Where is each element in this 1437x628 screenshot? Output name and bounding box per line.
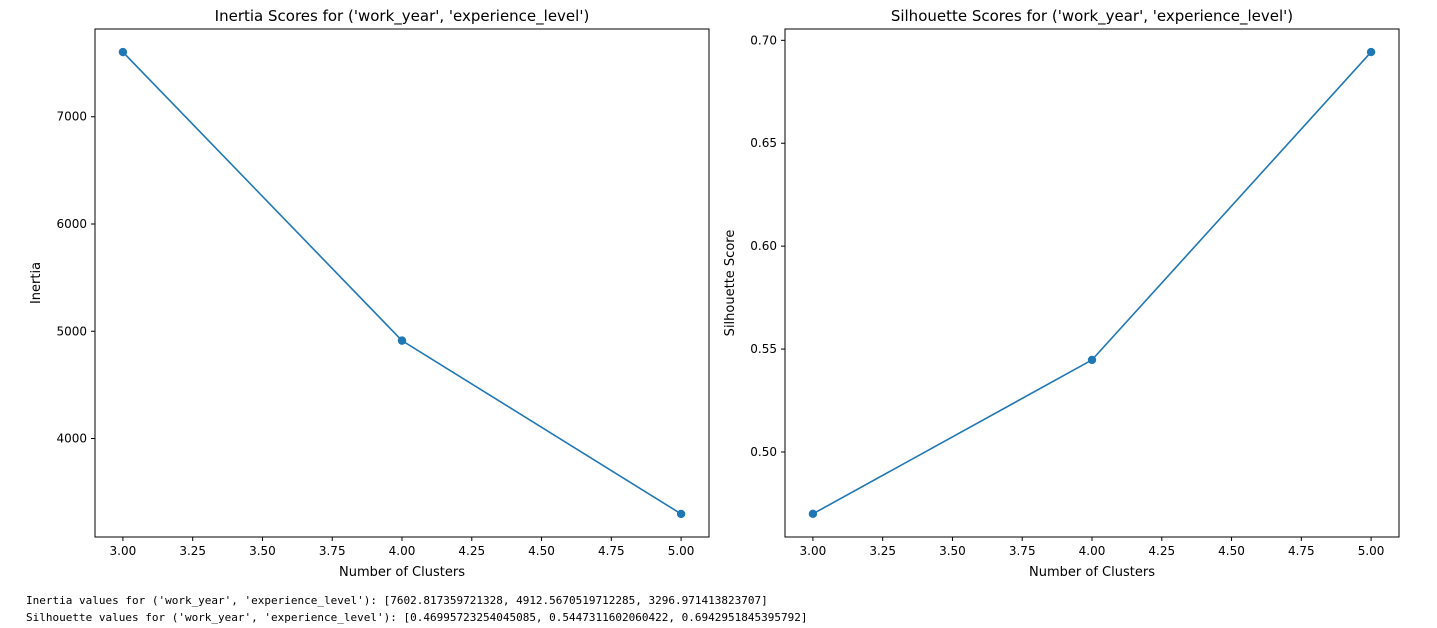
inertia-y-tick-label: 4000 bbox=[56, 432, 87, 446]
inertia-y-tick-label: 7000 bbox=[56, 110, 87, 124]
inertia-x-tick-label: 3.25 bbox=[179, 544, 206, 558]
inertia-y-tick-label: 6000 bbox=[56, 217, 87, 231]
silhouette-x-axis-label: Number of Clusters bbox=[1029, 565, 1155, 580]
figure: Inertia Scores for ('work_year', 'experi… bbox=[29, 7, 1400, 580]
silhouette-y-tick-label: 0.50 bbox=[750, 445, 777, 459]
silhouette-x-tick-label: 3.75 bbox=[1009, 544, 1036, 558]
silhouette-x-tick-label: 5.00 bbox=[1358, 544, 1385, 558]
inertia-x-tick-label: 4.75 bbox=[598, 544, 625, 558]
inertia-x-tick-label: 3.00 bbox=[110, 544, 137, 558]
silhouette-x-tick-label: 3.25 bbox=[869, 544, 896, 558]
inertia-x-tick-label: 5.00 bbox=[668, 544, 695, 558]
inertia-x-tick-label: 3.50 bbox=[249, 544, 276, 558]
silhouette-y-tick-label: 0.70 bbox=[750, 33, 777, 47]
inertia-data-point bbox=[676, 509, 686, 519]
silhouette-y-tick-label: 0.65 bbox=[750, 136, 777, 150]
silhouette-y-axis-label: Silhouette Score bbox=[723, 230, 738, 337]
inertia-series-line bbox=[122, 51, 682, 515]
inertia-y-axis-label: Inertia bbox=[29, 262, 44, 304]
silhouette-series-line bbox=[812, 51, 1372, 515]
inertia-y-tick-label: 5000 bbox=[56, 324, 87, 338]
silhouette-data-point bbox=[808, 509, 818, 519]
inertia-x-tick-label: 4.50 bbox=[528, 544, 555, 558]
inertia-x-tick-label: 4.00 bbox=[389, 544, 416, 558]
silhouette-x-tick-label: 4.75 bbox=[1288, 544, 1315, 558]
silhouette-data-point bbox=[1087, 355, 1097, 365]
inertia-x-axis-label: Number of Clusters bbox=[339, 565, 465, 580]
inertia-data-point bbox=[118, 47, 128, 57]
silhouette-x-tick-label: 3.00 bbox=[800, 544, 827, 558]
silhouette-chart: Silhouette Scores for ('work_year', 'exp… bbox=[723, 7, 1400, 580]
inertia-chart: Inertia Scores for ('work_year', 'experi… bbox=[29, 7, 710, 580]
inertia-chart-title: Inertia Scores for ('work_year', 'experi… bbox=[215, 7, 590, 26]
silhouette-chart-title: Silhouette Scores for ('work_year', 'exp… bbox=[891, 7, 1293, 26]
silhouette-x-tick-label: 4.50 bbox=[1218, 544, 1245, 558]
silhouette-y-tick-label: 0.60 bbox=[750, 239, 777, 253]
silhouette-values-output: Silhouette values for ('work_year', 'exp… bbox=[26, 611, 808, 624]
silhouette-x-tick-label: 4.25 bbox=[1148, 544, 1175, 558]
inertia-axes-frame bbox=[94, 28, 710, 538]
silhouette-data-point bbox=[1366, 47, 1376, 57]
silhouette-x-tick-label: 3.50 bbox=[939, 544, 966, 558]
inertia-x-tick-label: 3.75 bbox=[319, 544, 346, 558]
inertia-data-point bbox=[397, 336, 407, 345]
silhouette-x-tick-label: 4.00 bbox=[1079, 544, 1106, 558]
inertia-x-tick-label: 4.25 bbox=[458, 544, 485, 558]
silhouette-y-tick-label: 0.55 bbox=[750, 342, 777, 356]
inertia-values-output: Inertia values for ('work_year', 'experi… bbox=[26, 594, 768, 607]
silhouette-axes-frame bbox=[784, 28, 1400, 538]
